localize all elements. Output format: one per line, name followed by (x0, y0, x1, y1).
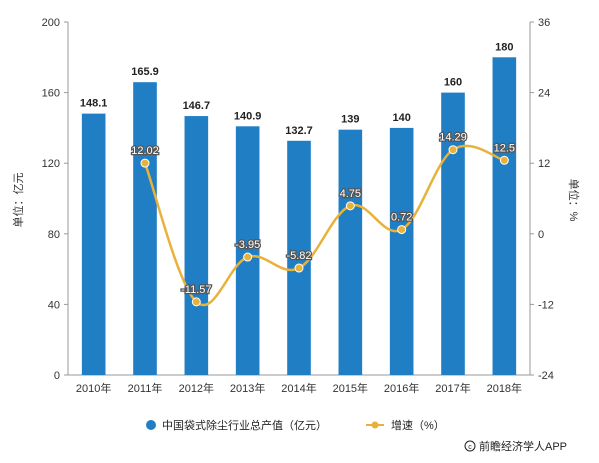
y-left-axis-title: 单位：亿元 (11, 173, 25, 228)
line-point (448, 145, 458, 155)
y-right-ticks: -24 -12 0 12 24 36 (530, 17, 554, 382)
line-value-label: 14.29 (439, 132, 467, 144)
bar-labels: 148.1 165.9 146.7 140.9 132.7 139 140 160 180 (80, 41, 514, 136)
bar-value-label: 146.7 (183, 100, 211, 112)
x-tick-label: 2017年 (435, 381, 470, 395)
bar-value-label: 165.9 (131, 66, 159, 78)
source-note: c 前瞻经济学人APP (464, 439, 567, 453)
bar (441, 92, 465, 375)
legend-line-dot (371, 421, 379, 429)
legend-bar-swatch (146, 420, 156, 430)
x-tick-label: 2014年 (281, 381, 316, 395)
y-left-tick-label: 120 (42, 158, 60, 170)
legend: 中国袋式除尘行业总产值（亿元） 增速（%） (146, 418, 445, 432)
line-value-label: 4.75 (340, 188, 361, 200)
bar (287, 140, 311, 375)
y-right-tick-label: 12 (538, 158, 550, 170)
x-tick-label: 2013年 (230, 381, 265, 395)
x-tick-label: 2011年 (128, 381, 163, 395)
bar (133, 82, 157, 376)
bar (492, 57, 517, 376)
x-ticks: 2010年 2011年 2012年 2013年 2014年 2015年 2016年 2017年… (76, 381, 522, 395)
bar-value-label: 132.7 (285, 125, 313, 137)
x-tick-label: 2016年 (384, 381, 419, 395)
bar (389, 127, 414, 376)
line-points (140, 145, 509, 307)
y-right-axis-title: 单位：% (567, 179, 581, 222)
x-tick-label: 2015年 (333, 381, 368, 395)
y-right-tick-label: -12 (538, 299, 554, 311)
bar (184, 116, 209, 376)
bar-value-label: 140.9 (234, 110, 262, 122)
line-point (397, 225, 407, 235)
y-left-tick-label: 40 (48, 299, 60, 311)
y-right-tick-label: 24 (538, 88, 550, 100)
bar (338, 129, 363, 375)
legend-bar-label: 中国袋式除尘行业总产值（亿元） (162, 418, 327, 432)
line-point (294, 263, 304, 273)
y-left-ticks: 0 40 80 120 160 200 (42, 17, 68, 382)
source-text: 前瞻经济学人APP (479, 439, 567, 453)
bar-value-label: 160 (444, 77, 462, 89)
y-left-tick-label: 200 (42, 17, 60, 29)
bar (235, 126, 260, 376)
y-right-tick-label: 36 (538, 17, 550, 29)
y-left-tick-label: 80 (48, 229, 60, 241)
line-value-label: 12.5 (494, 142, 515, 154)
y-left-tick-label: 160 (42, 88, 60, 100)
y-right-tick-label: 0 (538, 229, 544, 241)
line-labels: 12.02 -11.57 -3.95 -5.82 4.75 0.72 14.29 12.5 (130, 130, 516, 297)
bar-value-label: 140 (392, 112, 410, 124)
line-point (243, 252, 253, 262)
legend-line-label: 增速（%） (391, 418, 445, 432)
x-tick-label: 2010年 (76, 381, 111, 395)
line-value-label: 0.72 (391, 212, 412, 224)
bar (81, 113, 106, 375)
line-point (191, 297, 201, 307)
y-right-tick-label: -24 (538, 370, 554, 382)
copyright-icon (464, 440, 476, 452)
line-value-label: -3.95 (235, 239, 260, 251)
copyright-icon-glyph: c (468, 444, 472, 451)
bar-value-label: 139 (341, 114, 359, 126)
line-point (345, 201, 355, 211)
line-value-label: -11.57 (181, 284, 211, 296)
line-value-label: 12.02 (131, 145, 159, 157)
x-tick-label: 2012年 (179, 381, 214, 395)
x-tick-label: 2018年 (487, 381, 522, 395)
line-value-label: -5.82 (286, 250, 311, 262)
line-point (140, 158, 150, 168)
bar-series (81, 57, 517, 376)
line-point (499, 155, 509, 165)
bar-value-label: 180 (495, 41, 513, 53)
y-left-tick-label: 0 (54, 370, 60, 382)
bar-value-label: 148.1 (80, 98, 108, 110)
